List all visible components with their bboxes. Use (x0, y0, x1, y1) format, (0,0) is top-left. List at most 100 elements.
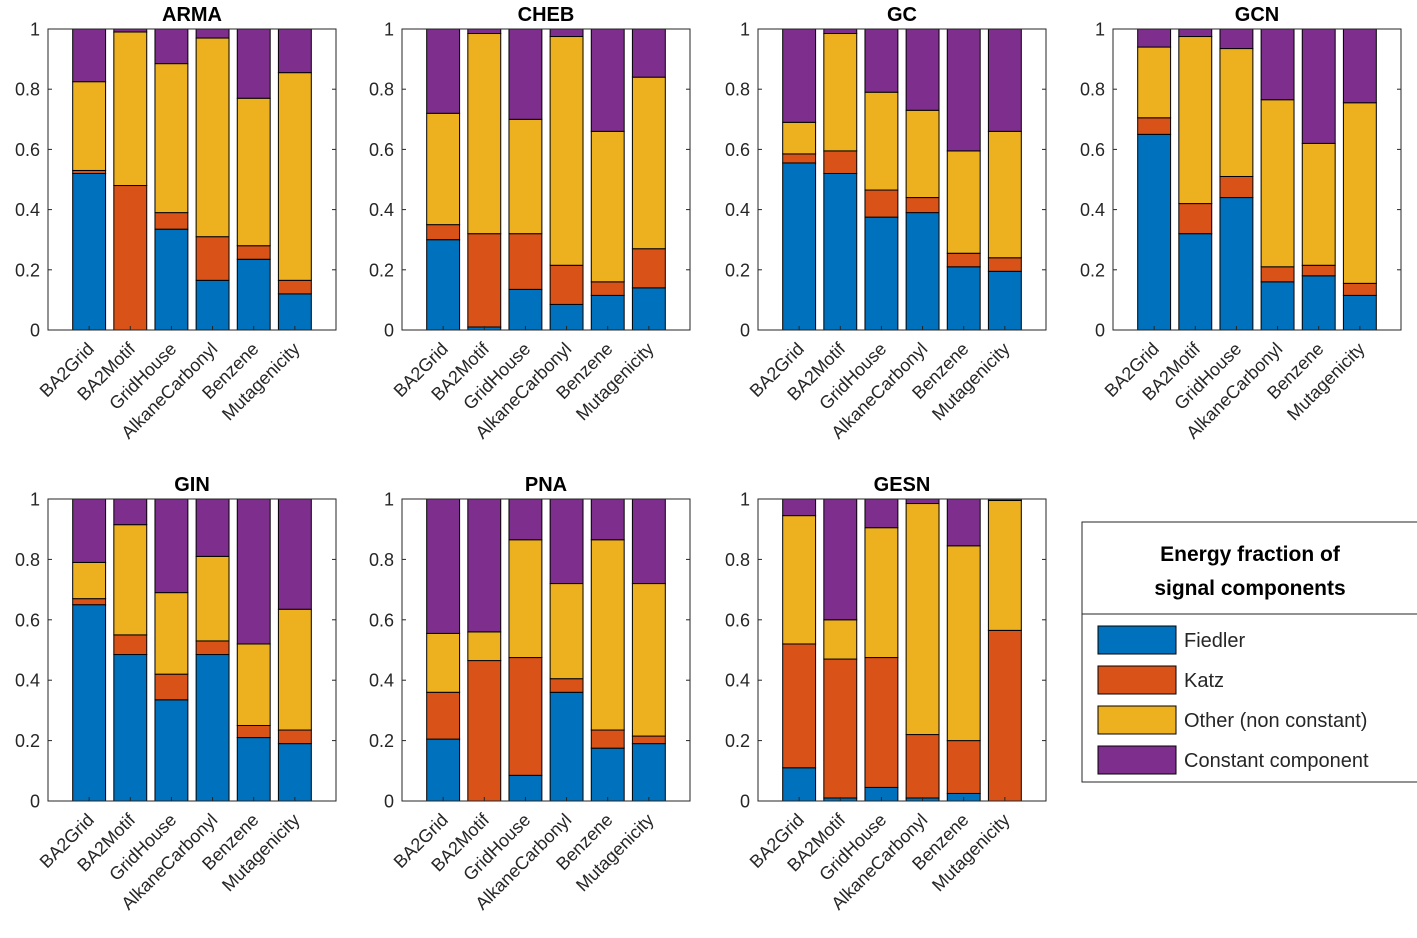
y-tick-label-arma: 0.4 (15, 200, 40, 220)
bar-pna-benzene-other (590, 539, 625, 731)
bar-arma-gridhouse-other (154, 63, 189, 214)
bar-gc-alkanecarbonyl-other (905, 109, 940, 199)
bar-pna-ba2motif-katz (467, 660, 502, 802)
bar-pna-ba2grid-constant (426, 498, 461, 634)
bar-cheb-alkanecarbonyl-constant (549, 28, 584, 38)
y-tick-label-gcn: 0.8 (1080, 80, 1105, 100)
bar-arma-ba2motif-other (113, 31, 148, 187)
bar-gcn-alkanecarbonyl-constant (1260, 28, 1295, 101)
bar-gesn-ba2grid-katz (782, 643, 817, 769)
y-tick-label-cheb: 1 (384, 20, 394, 40)
bar-gin-ba2grid-other (72, 561, 107, 600)
y-tick-label-gesn: 0.4 (725, 671, 750, 691)
bar-gesn-ba2grid-constant (782, 498, 817, 517)
bar-cheb-gridhouse-fiedler (508, 288, 543, 331)
chart-title-gc: GC (887, 4, 917, 26)
y-tick-label-gesn: 0.6 (725, 610, 750, 630)
bar-arma-alkanecarbonyl-katz (195, 236, 230, 281)
bar-gcn-benzene-katz (1301, 264, 1336, 277)
bar-arma-ba2grid-other (72, 81, 107, 171)
bar-gesn-ba2grid-other (782, 515, 817, 645)
y-tick-label-cheb: 0.8 (369, 80, 394, 100)
bar-arma-benzene-constant (236, 28, 271, 99)
bar-gin-benzene-fiedler (236, 737, 271, 802)
bar-gcn-gridhouse-constant (1219, 28, 1254, 50)
bar-cheb-benzene-katz (590, 281, 625, 296)
bar-gcn-benzene-other (1301, 142, 1336, 266)
bar-gin-mutagenicity-other (277, 608, 312, 731)
bar-gcn-benzene-constant (1301, 28, 1336, 144)
bar-cheb-gridhouse-other (508, 118, 543, 235)
bar-arma-mutagenicity-fiedler (277, 293, 312, 331)
bar-gesn-gridhouse-constant (864, 498, 899, 529)
y-tick-label-pna: 0 (384, 792, 394, 812)
bar-gcn-mutagenicity-katz (1342, 282, 1377, 296)
bar-pna-gridhouse-constant (508, 498, 543, 541)
bar-gcn-gridhouse-other (1219, 48, 1254, 177)
bar-arma-gridhouse-constant (154, 28, 189, 65)
y-tick-label-gc: 0 (740, 321, 750, 341)
bar-cheb-ba2motif-other (467, 33, 502, 235)
bar-cheb-alkanecarbonyl-other (549, 36, 584, 266)
axes-frame-gin (47, 498, 337, 802)
bar-gin-ba2motif-constant (113, 498, 148, 526)
legend-label-other: Other (non constant) (1184, 710, 1367, 732)
legend-label-fiedler: Fiedler (1184, 630, 1245, 652)
bar-gin-alkanecarbonyl-katz (195, 640, 230, 656)
bar-gesn-alkanecarbonyl-other (905, 503, 940, 736)
chart-title-gesn: GESN (874, 474, 931, 496)
bar-pna-benzene-katz (590, 729, 625, 749)
y-tick-label-gesn: 0.8 (725, 550, 750, 570)
bar-arma-benzene-fiedler (236, 258, 271, 331)
legend-swatch-katz (1097, 665, 1177, 695)
bar-gin-gridhouse-other (154, 592, 189, 675)
bar-cheb-mutagenicity-katz (631, 248, 666, 289)
bar-gc-gridhouse-fiedler (864, 216, 899, 331)
bar-arma-ba2motif-katz (113, 185, 148, 331)
bar-gc-ba2grid-fiedler (782, 162, 817, 331)
legend-title-line-1: Energy fraction of (1160, 543, 1341, 566)
bar-gesn-ba2grid-fiedler (782, 767, 817, 802)
legend: Energy fraction of signal components Fie… (1081, 521, 1417, 783)
bar-gin-ba2grid-constant (72, 498, 107, 563)
bar-cheb-gridhouse-katz (508, 233, 543, 290)
bar-gin-gridhouse-katz (154, 673, 189, 701)
panel-gesn: 00.20.40.60.81BA2GridBA2MotifGridHouseAl… (725, 474, 1047, 914)
bar-gc-benzene-fiedler (946, 266, 981, 331)
bar-gc-gridhouse-constant (864, 28, 899, 93)
bar-gcn-alkanecarbonyl-other (1260, 99, 1295, 268)
bar-pna-alkanecarbonyl-constant (549, 498, 584, 585)
y-tick-label-gin: 0.2 (15, 731, 40, 751)
bar-gesn-mutagenicity-other (987, 500, 1022, 631)
bar-gc-benzene-katz (946, 252, 981, 268)
bar-pna-ba2grid-fiedler (426, 738, 461, 802)
y-tick-label-gcn: 1 (1095, 20, 1105, 40)
bar-gesn-alkanecarbonyl-katz (905, 734, 940, 799)
chart-title-arma: ARMA (162, 4, 222, 26)
bar-gin-alkanecarbonyl-fiedler (195, 654, 230, 802)
bar-gin-ba2grid-katz (72, 598, 107, 606)
axes-frame-gcn (1112, 28, 1402, 331)
panel-arma: 00.20.40.60.81BA2GridBA2MotifGridHouseAl… (15, 4, 337, 443)
axes-frame-cheb (401, 28, 691, 331)
bar-pna-mutagenicity-katz (631, 735, 666, 745)
bar-pna-benzene-fiedler (590, 747, 625, 802)
y-tick-label-gc: 0.2 (725, 260, 750, 280)
legend-title-line-2: signal components (1154, 577, 1345, 600)
bar-pna-ba2motif-constant (467, 498, 502, 633)
bar-gcn-alkanecarbonyl-fiedler (1260, 281, 1295, 331)
bar-cheb-ba2grid-katz (426, 224, 461, 241)
y-tick-label-gc: 0.6 (725, 140, 750, 160)
bar-pna-alkanecarbonyl-katz (549, 678, 584, 693)
legend-items: Fiedler Katz Other (non constant) Constant … (1097, 625, 1369, 775)
bar-cheb-ba2motif-katz (467, 233, 502, 328)
bar-gcn-mutagenicity-fiedler (1342, 294, 1377, 331)
y-tick-label-gcn: 0.6 (1080, 140, 1105, 160)
bar-arma-mutagenicity-constant (277, 28, 312, 74)
y-tick-label-pna: 0.8 (369, 550, 394, 570)
panel-gin: 00.20.40.60.81BA2GridBA2MotifGridHouseAl… (15, 474, 337, 914)
bar-cheb-ba2grid-fiedler (426, 239, 461, 331)
y-tick-label-pna: 0.2 (369, 731, 394, 751)
